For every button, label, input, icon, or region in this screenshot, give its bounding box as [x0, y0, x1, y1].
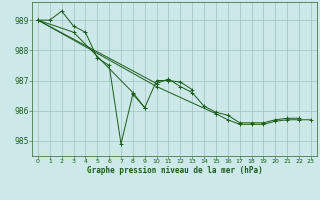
X-axis label: Graphe pression niveau de la mer (hPa): Graphe pression niveau de la mer (hPa) [86, 166, 262, 175]
